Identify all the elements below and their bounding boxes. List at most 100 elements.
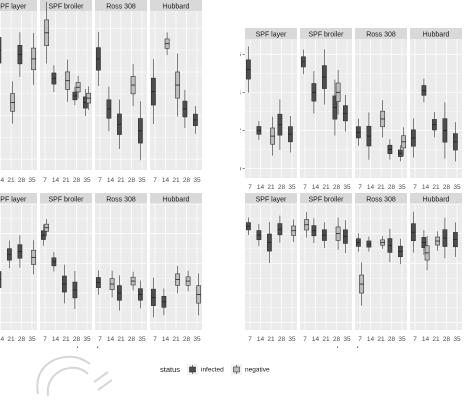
y-axis-label: log(acc CD45+CD8a-TCRVγ1+): [222, 59, 229, 158]
y-tick-label: 10: [234, 166, 242, 173]
facet-strip: [150, 0, 202, 11]
x-tick-label: 28: [18, 336, 26, 343]
x-tick-label: 28: [18, 177, 26, 184]
x-tick-label: 7: [303, 336, 307, 343]
x-tick-label: 14: [162, 336, 170, 343]
watermark-logo: [36, 355, 113, 397]
x-tick-label: 35: [288, 184, 296, 191]
legend-key-negative: [233, 366, 240, 373]
x-tick-label: 28: [278, 336, 286, 343]
x-tick-label: 14: [52, 177, 60, 184]
facet-strip: [300, 28, 352, 39]
x-tick-label: 21: [322, 184, 330, 191]
facet-label: Hubbard: [423, 32, 450, 39]
x-tick-label: 21: [62, 177, 70, 184]
x-tick-label: 35: [138, 336, 146, 343]
facet-strip: [410, 193, 462, 204]
x-tick-label: 21: [432, 184, 440, 191]
x-tick-label: 7: [153, 336, 157, 343]
legend-title: status: [160, 365, 180, 374]
facet-strip: [40, 193, 92, 204]
x-tick-label: 28: [333, 336, 341, 343]
x-tick-label: 21: [377, 184, 385, 191]
x-tick-label: 14: [422, 184, 430, 191]
facet-label: SPF broiler: [308, 197, 344, 204]
x-tick-label: 14: [52, 336, 60, 343]
x-tick-label: 28: [443, 184, 451, 191]
x-tick-label: 28: [128, 336, 136, 343]
x-tick-label: 7: [248, 184, 252, 191]
x-tick-label: 14: [107, 177, 115, 184]
x-axis-label: days of age: [334, 345, 373, 354]
x-tick-label: 35: [343, 336, 351, 343]
facet-label: SPF layer: [256, 32, 287, 39]
x-tick-label: 14: [367, 184, 375, 191]
x-tick-label: 28: [73, 177, 81, 184]
legend-label-infected: infected: [201, 367, 224, 374]
x-tick-label: 35: [398, 184, 406, 191]
y-tick-label: 12: [234, 128, 242, 135]
x-tick-label: 14: [367, 336, 375, 343]
panel-background: [0, 11, 37, 170]
facet-strip: [355, 193, 407, 204]
x-tick-label: 7: [303, 184, 307, 191]
facet-label: Ross 308: [366, 197, 396, 204]
x-tick-label: 28: [183, 177, 191, 184]
x-tick-label: 35: [343, 184, 351, 191]
x-tick-label: 28: [388, 184, 396, 191]
facet-label: Hubbard: [163, 197, 190, 204]
facet-strip: [95, 0, 147, 11]
x-tick-label: 28: [443, 336, 451, 343]
facet-label: SPF broiler: [48, 197, 84, 204]
x-tick-label: 14: [107, 336, 115, 343]
facet-label: Ross 308: [106, 4, 136, 11]
facet-strip: [410, 28, 462, 39]
facet-strip: [0, 0, 37, 11]
x-tick-label: 7: [358, 184, 362, 191]
y-tick-label: 14: [234, 90, 242, 97]
y-tick-label: 16: [234, 52, 242, 59]
x-tick-label: 35: [453, 336, 461, 343]
facet-strip: [95, 193, 147, 204]
x-tick-label: 35: [453, 184, 461, 191]
x-tick-label: 7: [98, 336, 102, 343]
x-tick-label: 21: [172, 177, 180, 184]
x-tick-label: 28: [333, 184, 341, 191]
x-tick-label: 14: [162, 177, 170, 184]
facet-label: SPF layer: [256, 197, 287, 204]
facet-label: SPF broiler: [48, 4, 84, 11]
x-tick-label: 14: [0, 177, 4, 184]
facet-label: Ross 308: [366, 32, 396, 39]
x-tick-label: 21: [7, 177, 15, 184]
x-tick-label: 14: [312, 336, 320, 343]
x-tick-label: 35: [83, 336, 91, 343]
x-tick-label: 35: [138, 177, 146, 184]
facet-strip: [0, 193, 37, 204]
facet-strip: [245, 193, 297, 204]
facet-label: SPF broiler: [308, 32, 344, 39]
x-tick-label: 21: [267, 184, 275, 191]
x-tick-label: 7: [153, 177, 157, 184]
x-tick-label: 35: [398, 336, 406, 343]
facet-strip: [355, 28, 407, 39]
x-tick-label: 35: [28, 177, 36, 184]
x-tick-label: 35: [83, 177, 91, 184]
facet-strip: [245, 28, 297, 39]
x-tick-label: 14: [422, 336, 430, 343]
x-tick-label: 7: [358, 336, 362, 343]
x-tick-label: 21: [117, 177, 125, 184]
facet-strip: [150, 193, 202, 204]
x-tick-label: 21: [432, 336, 440, 343]
x-tick-label: 7: [43, 177, 47, 184]
x-tick-label: 35: [288, 336, 296, 343]
x-tick-label: 21: [172, 336, 180, 343]
x-tick-label: 28: [128, 177, 136, 184]
x-tick-label: 21: [117, 336, 125, 343]
x-tick-label: 14: [312, 184, 320, 191]
x-tick-label: 7: [413, 184, 417, 191]
facet-label: Hubbard: [163, 4, 190, 11]
